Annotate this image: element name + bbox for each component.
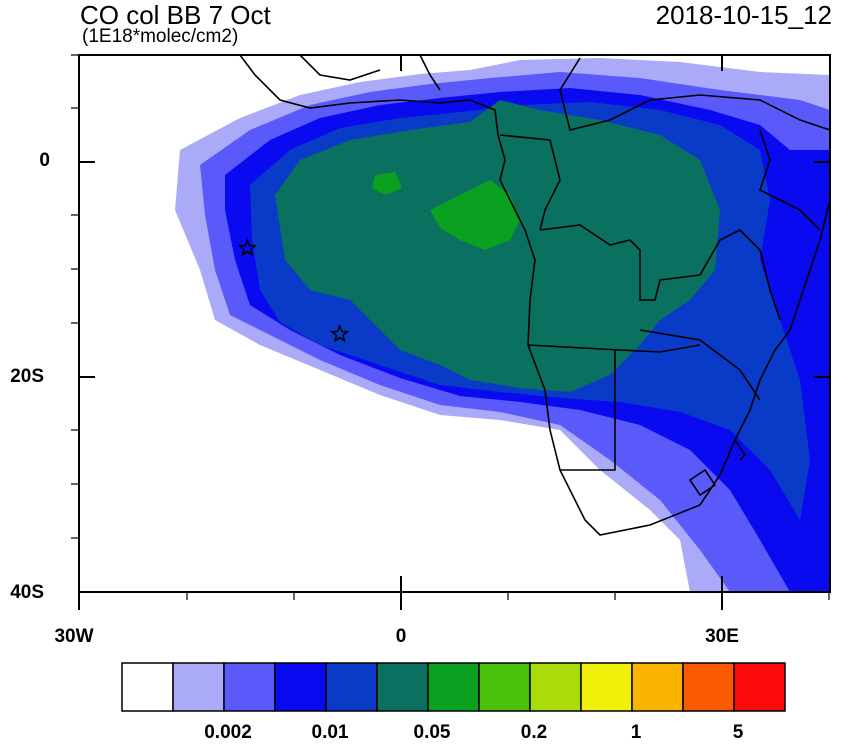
colorbar-box (274, 662, 327, 712)
colorbar-box (478, 662, 531, 712)
plot-title: CO col BB 7 Oct (80, 0, 271, 30)
colorbar-label: 0.002 (204, 722, 252, 743)
colorbar-box (172, 662, 225, 712)
colorbar-box (376, 662, 429, 712)
colorbar (121, 662, 786, 712)
marker-stars (237, 238, 350, 343)
star-marker (330, 324, 350, 343)
colorbar-box (223, 662, 276, 712)
colorbar-label: 0.01 (311, 722, 349, 743)
colorbar-label: 0.2 (520, 722, 548, 743)
co-level-brightgreen-2 (372, 172, 402, 195)
colorbar-box (325, 662, 378, 712)
colorbar-label: 0.05 (413, 722, 451, 743)
star-marker (237, 238, 257, 257)
colorbar-box (733, 662, 786, 712)
lat-label-20s: 20S (10, 366, 44, 387)
colorbar-box (631, 662, 684, 712)
coastlines (239, 55, 830, 536)
axis-ticks (78, 55, 830, 610)
minor-ticks (71, 54, 830, 600)
colorbar-box (580, 662, 633, 712)
colorbar-box (427, 662, 480, 712)
lon-label-30w: 30W (54, 626, 94, 647)
plot-units: (1E18*molec/cm2) (82, 26, 239, 47)
colorbar-box (529, 662, 582, 712)
colorbar-label: 5 (732, 722, 744, 743)
colorbar-box (121, 662, 174, 712)
lon-label-30e: 30E (705, 626, 739, 647)
colorbar-box (682, 662, 735, 712)
lon-label-0: 0 (395, 626, 407, 647)
colorbar-label: 1 (630, 722, 642, 743)
co-level-green (275, 100, 720, 392)
co-level-brightgreen (430, 180, 520, 250)
lat-label-0: 0 (39, 150, 50, 171)
co-field (79, 55, 830, 592)
plot-datetime: 2018-10-15_12 (655, 0, 832, 30)
lat-label-40s: 40S (10, 582, 44, 603)
